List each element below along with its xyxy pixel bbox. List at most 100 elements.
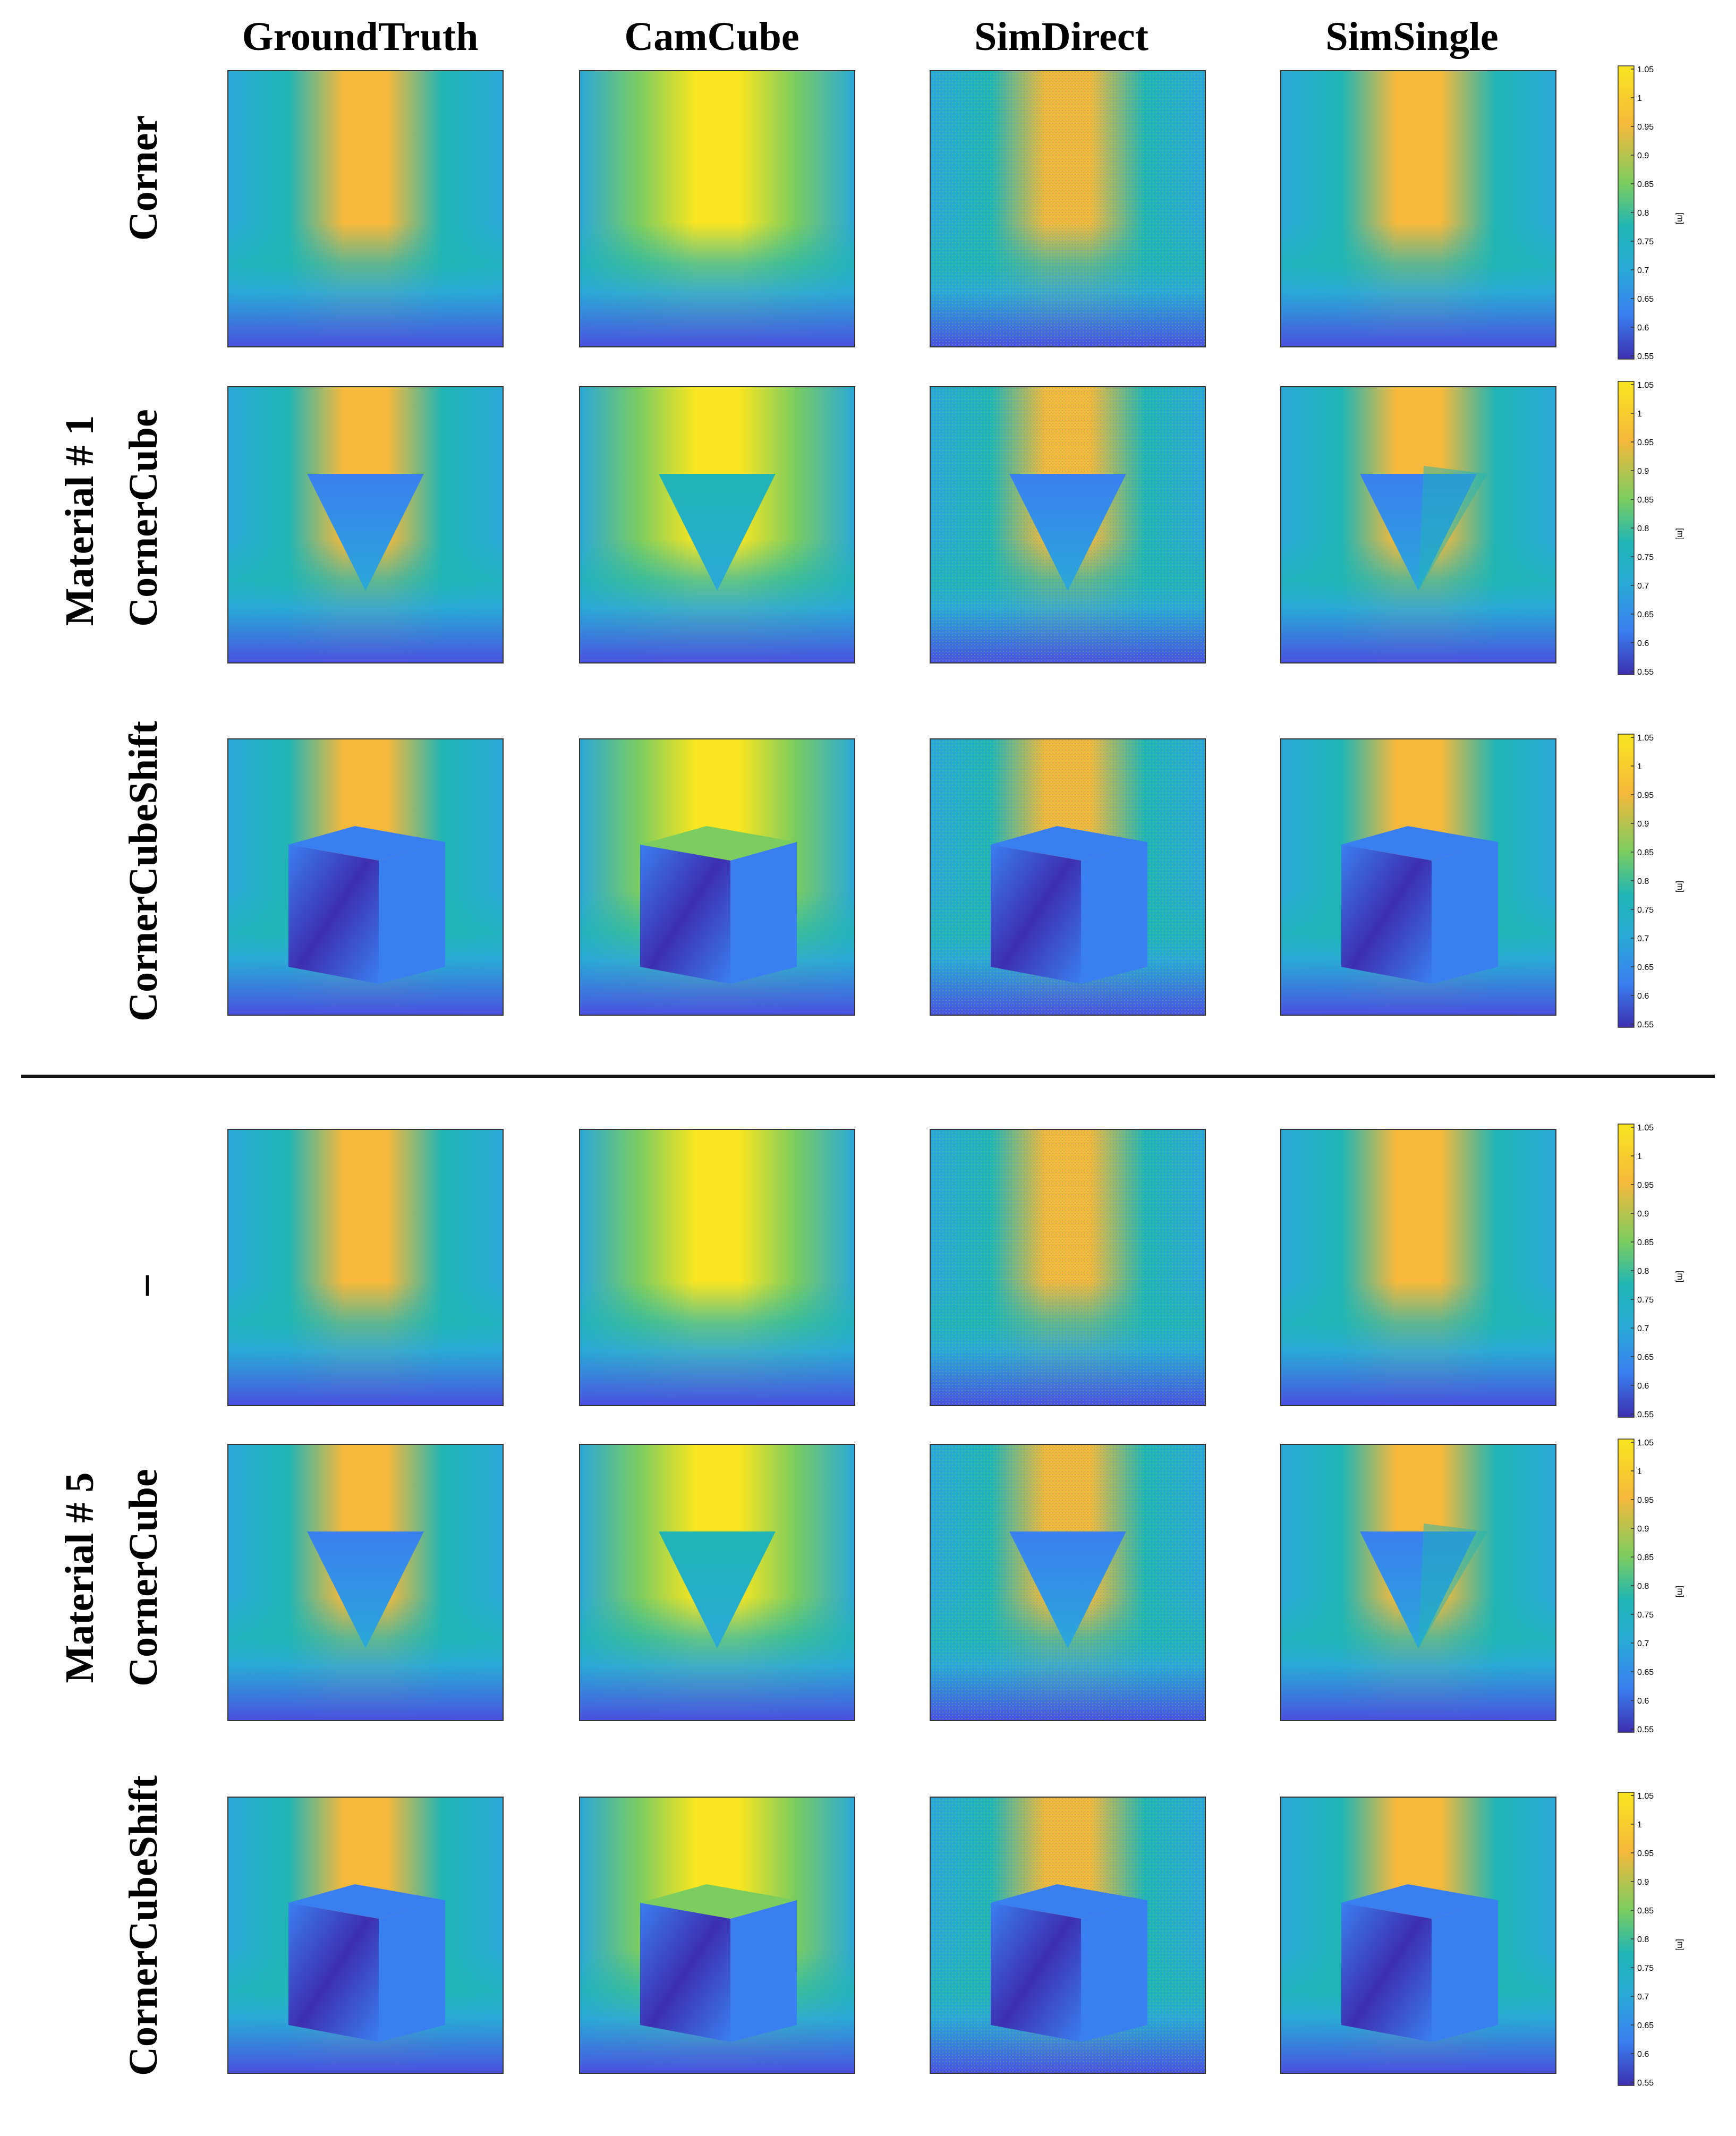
colorbar: 1.05 1 0.95 0.9 0.85 0.8 0.75 0.7 0.65 0.6 0.55 [m] xyxy=(1615,1122,1689,1419)
cube-front-face xyxy=(1341,845,1432,984)
colorbar-tick-label: 0.65 xyxy=(1637,1668,1654,1677)
colorbar-unit-label: [m] xyxy=(1675,1271,1684,1282)
noise-overlay xyxy=(930,1129,1206,1406)
depth-map-panel-camcube xyxy=(579,386,855,663)
colorbar-tick-label: 0.6 xyxy=(1637,2050,1649,2059)
depth-map-panel-groundtruth xyxy=(227,1129,504,1406)
cube-side-face xyxy=(379,1900,445,2042)
colorbar-tick-label: 0.7 xyxy=(1637,582,1649,591)
depth-map-panel-simdirect xyxy=(930,1797,1206,2074)
cube-front-face xyxy=(991,1903,1081,2042)
colorbar: 1.05 1 0.95 0.9 0.85 0.8 0.75 0.7 0.65 0.6 0.55 [m] xyxy=(1615,1437,1689,1734)
group-label-material-5: Material # 5 xyxy=(57,1472,102,1683)
colorbar-tick-label: 0.7 xyxy=(1637,1639,1649,1648)
cube-face xyxy=(1009,474,1126,591)
colorbar-tick-label: 0.85 xyxy=(1637,1553,1654,1562)
panel-frame xyxy=(930,738,1206,1016)
depth-map-panel-groundtruth xyxy=(227,1444,504,1721)
colorbar-tick-label: 0.75 xyxy=(1637,553,1654,562)
panel-frame xyxy=(227,386,504,663)
panel-frame xyxy=(579,1444,855,1721)
colorbar-tick-label: 0.6 xyxy=(1637,324,1649,333)
colorbar-tick-label: 0.85 xyxy=(1637,1907,1654,1916)
colorbar-tick-label: 0.65 xyxy=(1637,1353,1654,1362)
colorbar-tick-label: 0.8 xyxy=(1637,877,1649,886)
depth-map-panel-simdirect xyxy=(930,70,1206,347)
colorbar-tick-label: 0.65 xyxy=(1637,2021,1654,2030)
colorbar-tick-label: 0.75 xyxy=(1637,906,1654,915)
row-label-cornercube: CornerCube xyxy=(121,409,166,627)
depth-map-panel-groundtruth xyxy=(227,738,504,1016)
cube-top-face xyxy=(640,826,797,861)
panel-frame xyxy=(1280,1797,1556,2074)
colorbar-tick-label: 0.7 xyxy=(1637,1324,1649,1333)
cube-front-face xyxy=(288,845,379,984)
cube-front-face xyxy=(288,1903,379,2042)
colorbar-tick-label: 1 xyxy=(1637,1820,1642,1829)
depth-map-panel-simdirect xyxy=(930,738,1206,1016)
cube-side-face xyxy=(1432,842,1498,984)
depth-map-panel-simdirect xyxy=(930,1444,1206,1721)
floor-region xyxy=(1280,70,1556,347)
colorbar-tick-label: 1.05 xyxy=(1637,1792,1654,1801)
colorbar: 1.05 1 0.95 0.9 0.85 0.8 0.75 0.7 0.65 0.6 0.55 [m] xyxy=(1615,1790,1689,2088)
row-label-dash: – xyxy=(121,1275,166,1296)
cube-face xyxy=(1009,1531,1126,1648)
colorbar-tick-label: 0.9 xyxy=(1637,1878,1649,1887)
panel-frame xyxy=(930,1797,1206,2074)
cube-top-face xyxy=(1341,826,1498,861)
colorbar-gradient xyxy=(1618,1439,1635,1733)
row-label-cornercubeshift: CornerCubeShift xyxy=(121,721,166,1022)
floor-region xyxy=(227,1129,504,1406)
colorbar-tick-label: 0.55 xyxy=(1637,2079,1654,2088)
panel-frame xyxy=(1280,1444,1556,1721)
cube-face xyxy=(659,474,776,591)
colorbar-tick-label: 0.55 xyxy=(1637,352,1654,361)
floor-region xyxy=(579,70,855,347)
depth-map-panel-simsingle xyxy=(1280,70,1556,347)
cube-top-face xyxy=(288,1884,445,1919)
section-divider xyxy=(21,1075,1715,1078)
colorbar-tick-label: 0.9 xyxy=(1637,1210,1649,1219)
panel-frame xyxy=(579,1129,855,1406)
depth-map-panel-camcube xyxy=(579,70,855,347)
colorbar-tick-label: 0.65 xyxy=(1637,295,1654,304)
cube-side-face xyxy=(730,1900,797,2042)
colorbar: 1.05 1 0.95 0.9 0.85 0.8 0.75 0.7 0.65 0.6 0.55 [m] xyxy=(1615,732,1689,1029)
colorbar-tick-label: 0.85 xyxy=(1637,180,1654,189)
cube-top-face xyxy=(640,1884,797,1919)
cube-top-face xyxy=(288,826,445,861)
colorbar-tick-label: 0.8 xyxy=(1637,524,1649,533)
depth-map-panel-camcube xyxy=(579,738,855,1016)
panel-frame xyxy=(579,70,855,347)
colorbar-tick-label: 0.55 xyxy=(1637,668,1654,677)
colorbar-tick-label: 0.95 xyxy=(1637,1849,1654,1858)
colorbar: 1.05 1 0.95 0.9 0.85 0.8 0.75 0.7 0.65 0.6 0.55 [m] xyxy=(1615,379,1689,677)
colorbar-tick-label: 0.75 xyxy=(1637,1296,1654,1305)
colorbar-tick-label: 0.95 xyxy=(1637,791,1654,800)
cube-face xyxy=(307,474,424,591)
panel-frame xyxy=(579,738,855,1016)
colorbar-tick-label: 1.05 xyxy=(1637,1124,1654,1133)
depth-map-panel-simsingle xyxy=(1280,1444,1556,1721)
colorbar-tick-label: 0.75 xyxy=(1637,1611,1654,1620)
panel-frame xyxy=(579,1797,855,2074)
cube-side-face xyxy=(730,842,797,984)
depth-map-panel-simsingle xyxy=(1280,386,1556,663)
colorbar-tick-label: 1 xyxy=(1637,94,1642,103)
cube-side-face xyxy=(1432,1900,1498,2042)
colorbar-tick-label: 0.7 xyxy=(1637,266,1649,275)
cube-front-face xyxy=(991,845,1081,984)
cube-side-face xyxy=(379,842,445,984)
colorbar-tick-label: 0.65 xyxy=(1637,963,1654,972)
cube-side-face xyxy=(1418,466,1487,591)
panel-frame xyxy=(1280,1129,1556,1406)
panel-frame xyxy=(1280,386,1556,663)
depth-map-panel-simdirect xyxy=(930,386,1206,663)
panel-frame xyxy=(930,70,1206,347)
colorbar-tick-label: 0.55 xyxy=(1637,1410,1654,1419)
colorbar-tick-label: 0.85 xyxy=(1637,496,1654,505)
row-label-corner: Corner xyxy=(121,115,166,241)
colorbar-tick-label: 1 xyxy=(1637,1152,1642,1161)
cube-side-face xyxy=(1081,1900,1147,2042)
